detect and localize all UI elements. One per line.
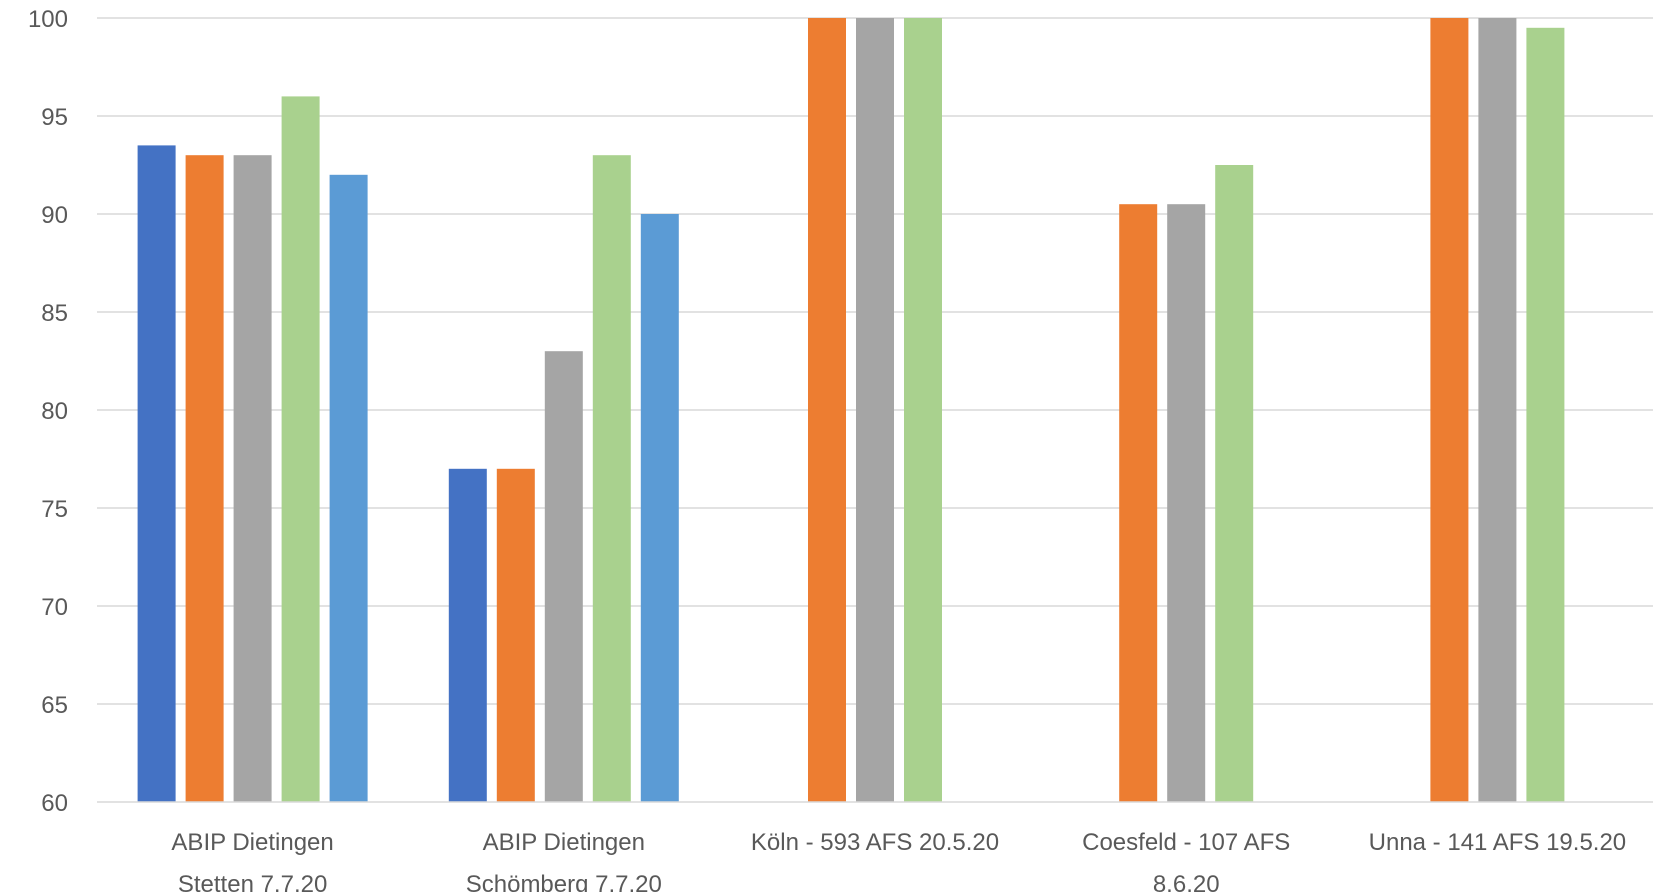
x-axis-category-labels: ABIP Dietingen Stetten 7.7.20 ABIP Dieting… xyxy=(171,829,1626,892)
bar xyxy=(1478,18,1517,802)
bar xyxy=(904,18,942,802)
bar xyxy=(137,145,176,802)
y-tick-label: 95 xyxy=(41,104,68,131)
x-category-label: Schömberg 7.7.20 xyxy=(466,871,662,892)
bar xyxy=(1119,204,1158,802)
bar xyxy=(856,18,894,802)
bar xyxy=(808,18,846,802)
bar xyxy=(640,214,679,802)
y-tick-label: 75 xyxy=(41,496,68,523)
bar xyxy=(233,155,272,802)
x-category-label: Stetten 7.7.20 xyxy=(178,871,327,892)
y-tick-label: 100 xyxy=(28,6,68,33)
bar xyxy=(1215,165,1254,802)
y-tick-label: 85 xyxy=(41,300,68,327)
x-category-label: ABIP Dietingen xyxy=(483,829,645,856)
x-category-label: Unna - 141 AFS 19.5.20 xyxy=(1369,829,1627,856)
y-tick-label: 80 xyxy=(41,398,68,425)
x-category-label: ABIP Dietingen xyxy=(171,829,333,856)
bar xyxy=(329,174,368,803)
bar xyxy=(1167,204,1206,802)
y-tick-label: 90 xyxy=(41,202,68,229)
bar xyxy=(1526,27,1565,803)
y-tick-label: 65 xyxy=(41,692,68,719)
bar xyxy=(592,155,631,802)
x-category-label: 8.6.20 xyxy=(1153,871,1220,892)
bar xyxy=(185,155,224,802)
x-category-label: Köln - 593 AFS 20.5.20 xyxy=(751,829,999,856)
bar xyxy=(496,468,535,802)
bar xyxy=(281,96,320,802)
y-tick-label: 70 xyxy=(41,594,68,621)
y-axis-tick-labels: 60 65 70 75 80 85 90 95 100 xyxy=(28,6,68,817)
bar xyxy=(1430,18,1469,802)
bar xyxy=(448,468,487,802)
bar xyxy=(544,351,583,802)
x-category-label: Coesfeld - 107 AFS xyxy=(1082,829,1290,856)
y-tick-label: 60 xyxy=(41,790,68,817)
bars xyxy=(137,18,1565,803)
